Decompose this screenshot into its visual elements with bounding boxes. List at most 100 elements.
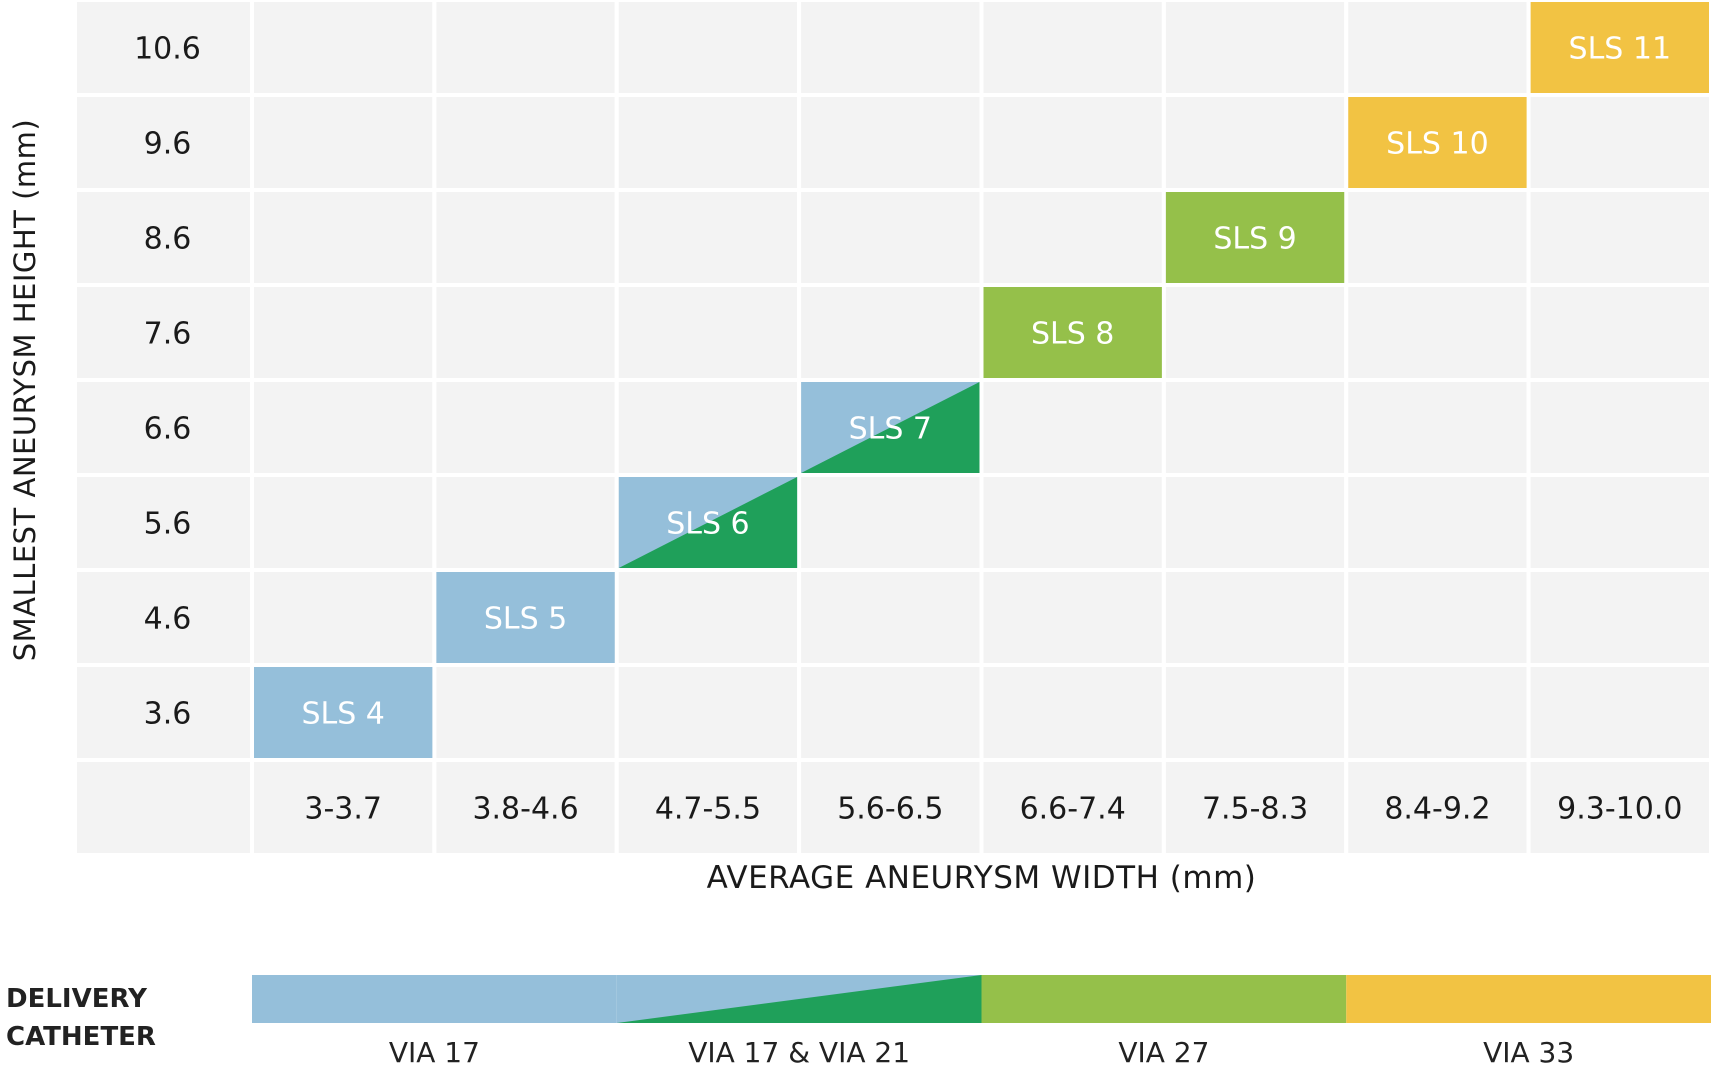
grid-cell — [797, 663, 984, 762]
grid-cell — [614, 283, 802, 382]
catheter-segment-label: VIA 17 — [388, 1036, 480, 1069]
grid-cell — [1344, 568, 1531, 667]
grid-cell — [1161, 378, 1349, 477]
sls-cell-fill-via21 — [618, 477, 798, 568]
sls-cell-fill — [983, 287, 1162, 378]
sls-cell-fill — [1348, 97, 1527, 188]
grid-cell — [73, 568, 254, 667]
grid-cell — [250, 473, 437, 572]
grid-cell — [1344, 663, 1531, 762]
sls-cell: SLS 10 — [1348, 97, 1527, 188]
sls-cell-label: SLS 9 — [1213, 222, 1296, 257]
grid-cell — [250, 283, 437, 382]
row-label: 9.6 — [144, 127, 192, 162]
grid-cell — [73, 283, 254, 382]
sls-cell-fill — [436, 572, 615, 663]
row-label: 10.6 — [134, 32, 201, 67]
grid-cell — [432, 0, 619, 97]
x-axis-label: AVERAGE ANEURYSM WIDTH (mm) — [706, 860, 1257, 896]
grid-cell — [614, 188, 802, 287]
row-label: 4.6 — [144, 602, 192, 637]
catheter-segment-label: VIA 17 & VIA 21 — [688, 1036, 911, 1069]
catheter-segment — [252, 975, 617, 1023]
delivery-catheter-title: DELIVERY CATHETER — [6, 980, 156, 1056]
grid-cell — [1161, 0, 1349, 97]
grid-cell — [1526, 568, 1711, 667]
grid-cell — [979, 568, 1166, 667]
grid-cell — [797, 758, 984, 857]
column-label: 9.3-10.0 — [1557, 792, 1682, 827]
column-label: 6.6-7.4 — [1020, 792, 1126, 827]
sls-cell-label: SLS 5 — [484, 602, 567, 637]
grid-cell — [614, 0, 802, 97]
column-label: 7.5-8.3 — [1202, 792, 1308, 827]
grid-cell — [979, 378, 1166, 477]
grid-cell — [1526, 663, 1711, 762]
grid-cell — [250, 0, 437, 97]
grid-cell — [797, 188, 984, 287]
grid-cell — [614, 93, 802, 192]
grid-cell — [1526, 188, 1711, 287]
sls-cell-label: SLS 6 — [666, 507, 749, 542]
grid-cell — [797, 93, 984, 192]
delivery-catheter-bar — [252, 975, 1711, 1023]
sls-cell-label: SLS 8 — [1031, 317, 1114, 352]
grid-cell — [979, 758, 1166, 857]
sls-cell: SLS 9 — [1165, 192, 1345, 283]
grid-cell — [432, 188, 619, 287]
grid-cell — [432, 283, 619, 382]
grid-cell — [432, 378, 619, 477]
grid-cell — [979, 663, 1166, 762]
grid-cell — [1526, 93, 1711, 192]
delivery-catheter-title-line1: DELIVERY — [6, 984, 147, 1014]
grid-cell — [979, 93, 1166, 192]
sls-cell-fill — [1530, 2, 1709, 93]
grid-cell — [1344, 283, 1531, 382]
grid-cell — [1526, 283, 1711, 382]
sls-cell-label: SLS 11 — [1569, 32, 1672, 67]
grid-cell — [1161, 93, 1349, 192]
grid-cell — [614, 378, 802, 477]
sls-cell: SLS 5 — [436, 572, 615, 663]
sls-cell-label: SLS 7 — [849, 412, 932, 447]
sizing-chart-grid: 10.6 9.6 8.6 7.6 6.6 5.6 4.6 3.6 3-3.7 3.8-4.6 4.7… — [73, 0, 1711, 857]
grid-cell — [73, 0, 254, 97]
grid-cell — [250, 93, 437, 192]
grid-cell — [1344, 758, 1531, 857]
grid-cell — [432, 93, 619, 192]
sls-cell: SLS 11 — [1530, 2, 1709, 93]
grid-cell — [250, 758, 437, 857]
grid-cell — [1526, 378, 1711, 477]
catheter-segment-label: VIA 33 — [1483, 1036, 1575, 1069]
grid-cell — [1526, 758, 1711, 857]
sls-cell: SLS 6 — [618, 477, 798, 568]
grid-cell — [979, 188, 1166, 287]
grid-cell — [1161, 663, 1349, 762]
sls-cell-fill — [254, 667, 433, 758]
sls-cell: SLS 8 — [983, 287, 1162, 378]
grid-cell — [73, 758, 254, 857]
grid-cell — [797, 283, 984, 382]
grid-cell — [432, 473, 619, 572]
column-label: 5.6-6.5 — [837, 792, 943, 827]
grid-cell — [1344, 188, 1531, 287]
grid-cell — [1344, 0, 1531, 97]
grid-cell — [250, 188, 437, 287]
delivery-catheter-title-line2: CATHETER — [6, 1022, 156, 1052]
column-label: 3.8-4.6 — [472, 792, 578, 827]
catheter-fill — [981, 975, 1347, 1023]
grid-cell — [797, 568, 984, 667]
grid-cell — [614, 758, 802, 857]
sls-cell-fill-via21 — [801, 382, 980, 473]
catheter-fill-via21 — [616, 975, 982, 1023]
y-axis-label: SMALLEST ANEURYSM HEIGHT (mm) — [8, 118, 42, 662]
column-label: 4.7-5.5 — [655, 792, 761, 827]
grid-cell — [1161, 283, 1349, 382]
catheter-segment — [616, 975, 982, 1023]
row-label: 3.6 — [144, 697, 192, 732]
grid-cell — [73, 188, 254, 287]
catheter-segment — [1346, 975, 1711, 1023]
sls-cell-label: SLS 10 — [1386, 127, 1489, 162]
column-label: 8.4-9.2 — [1384, 792, 1490, 827]
y-axis-label-wrap: SMALLEST ANEURYSM HEIGHT (mm) — [0, 118, 50, 662]
